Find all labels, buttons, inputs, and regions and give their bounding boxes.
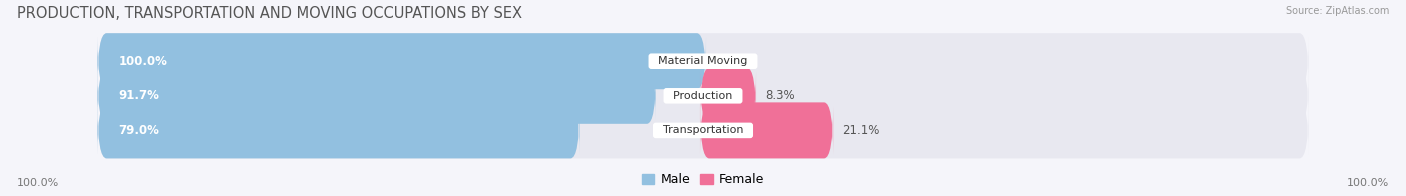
Text: 100.0%: 100.0%	[17, 178, 59, 188]
Text: Source: ZipAtlas.com: Source: ZipAtlas.com	[1285, 6, 1389, 16]
FancyBboxPatch shape	[97, 68, 1309, 124]
Legend: Male, Female: Male, Female	[637, 168, 769, 191]
Text: 79.0%: 79.0%	[118, 124, 159, 137]
Text: 100.0%: 100.0%	[118, 55, 167, 68]
Text: Material Moving: Material Moving	[651, 56, 755, 66]
Text: Transportation: Transportation	[655, 125, 751, 135]
Text: 0.0%: 0.0%	[716, 55, 745, 68]
FancyBboxPatch shape	[97, 68, 657, 124]
FancyBboxPatch shape	[97, 102, 579, 158]
Text: 91.7%: 91.7%	[118, 89, 159, 102]
FancyBboxPatch shape	[97, 33, 1309, 89]
Text: Production: Production	[666, 91, 740, 101]
FancyBboxPatch shape	[97, 33, 706, 89]
Text: PRODUCTION, TRANSPORTATION AND MOVING OCCUPATIONS BY SEX: PRODUCTION, TRANSPORTATION AND MOVING OC…	[17, 6, 522, 21]
Text: 8.3%: 8.3%	[765, 89, 794, 102]
Text: 100.0%: 100.0%	[1347, 178, 1389, 188]
FancyBboxPatch shape	[700, 68, 756, 124]
FancyBboxPatch shape	[97, 102, 1309, 158]
FancyBboxPatch shape	[700, 102, 834, 158]
Text: 21.1%: 21.1%	[842, 124, 880, 137]
